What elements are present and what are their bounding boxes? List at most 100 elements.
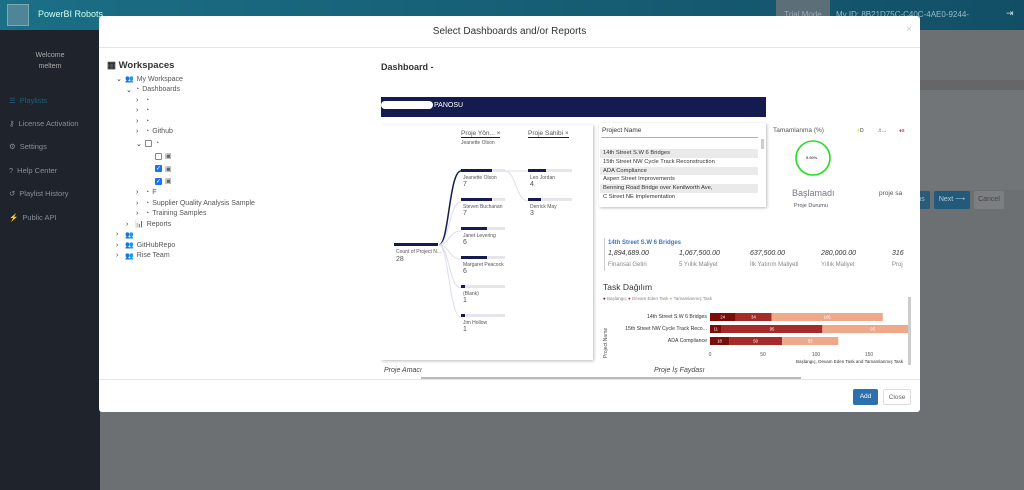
- legend-item: ● Devam Eden Task: [628, 296, 669, 301]
- tree-dashboard-expanded[interactable]: ⌄ ◔: [107, 137, 255, 150]
- tree-tile-item[interactable]: ✓ ▣: [107, 175, 255, 188]
- tree-tile-item[interactable]: ✓ ▣: [107, 163, 255, 176]
- chevron-right-icon[interactable]: ›: [126, 220, 129, 228]
- tree-rise-team[interactable]: › 👥 Rise Team: [116, 252, 170, 260]
- decomp-bar[interactable]: [461, 198, 505, 201]
- dialog-title: Select Dashboards and/or Reports: [99, 16, 920, 48]
- decomp-node-label: Steven Buchanan: [463, 204, 503, 210]
- slicer-item[interactable]: 15th Street NW Cycle Track Reconstructio…: [603, 158, 715, 165]
- dashboard-icon: ◔: [145, 199, 150, 207]
- add-button[interactable]: Add: [853, 389, 878, 405]
- data-label: 95: [770, 327, 775, 332]
- chevron-right-icon[interactable]: ›: [116, 252, 119, 260]
- chevron-down-icon[interactable]: ⌄: [126, 86, 132, 94]
- chevron-down-icon[interactable]: ⌄: [116, 76, 122, 84]
- proje-fayda-label: Proje İş Faydası: [654, 367, 705, 374]
- chevron-down-icon[interactable]: ⌄: [136, 140, 142, 148]
- chart-legend: ● Başlangıç ● Devam Eden Task ● Tamamlan…: [603, 296, 712, 301]
- workspaces-heading: ▦ Workspaces: [107, 60, 175, 71]
- slicer-item[interactable]: C Street NE Implementation: [603, 193, 676, 200]
- chevron-right-icon[interactable]: ›: [136, 199, 139, 207]
- bar-segment[interactable]: [782, 337, 839, 345]
- checkbox-checked[interactable]: ✓: [155, 177, 162, 185]
- sidebar-item-public-api[interactable]: ⚡ Public API: [9, 213, 57, 222]
- tree-tile-item[interactable]: ▣: [107, 150, 255, 163]
- tree-dashboard-item[interactable]: › ◔: [107, 95, 255, 106]
- checkbox-checked[interactable]: ✓: [155, 165, 162, 173]
- chart-scrollbar[interactable]: [908, 297, 911, 365]
- horizontal-scrollbar[interactable]: [421, 377, 801, 379]
- sidebar-item-license-activation[interactable]: ⚷ License Activation: [9, 119, 79, 128]
- bar-segment[interactable]: [729, 337, 783, 345]
- tree-reports[interactable]: › 📊 Reports: [126, 220, 172, 229]
- bg-next-button[interactable]: Next ⟶: [934, 191, 970, 209]
- chevron-right-icon[interactable]: ›: [136, 96, 139, 104]
- bar-segment[interactable]: [710, 325, 722, 333]
- chevron-right-icon[interactable]: ›: [136, 107, 139, 115]
- bar-segment[interactable]: [771, 313, 883, 321]
- tree-dashboards[interactable]: ⌄ ◔ Dashboards: [126, 86, 180, 94]
- bar-segment[interactable]: [710, 337, 730, 345]
- decomp-bar[interactable]: [528, 169, 572, 172]
- bar-segment[interactable]: [822, 325, 911, 333]
- decomp-node-value: 6: [463, 268, 467, 275]
- bar-segment[interactable]: [721, 325, 823, 333]
- decomp-col2-header[interactable]: Proje Sahibi ×: [528, 130, 569, 138]
- decomp-node-value: 7: [463, 181, 467, 188]
- slicer-item[interactable]: ADA Compliance: [600, 166, 758, 176]
- chevron-right-icon[interactable]: ›: [136, 128, 139, 136]
- slicer-header: Project Name: [602, 127, 642, 134]
- sidebar-item-settings[interactable]: ⚙ Settings: [9, 142, 47, 151]
- slicer-list: 14th Street S.W 6 Bridges 15th Street NW …: [600, 149, 758, 202]
- dashboard-icon: ◔: [145, 96, 150, 104]
- sidebar-item-help-center[interactable]: ? Help Center: [9, 166, 58, 175]
- sign-out-icon[interactable]: ⇥: [1006, 8, 1014, 18]
- sidebar-item-playlist-history[interactable]: ↺ Playlist History: [9, 189, 69, 198]
- chevron-right-icon[interactable]: ›: [116, 231, 119, 239]
- bar-segment[interactable]: [735, 313, 772, 321]
- decomp-bar[interactable]: [461, 169, 505, 172]
- checkbox[interactable]: [155, 152, 162, 160]
- chart-title: Task Dağılım: [603, 282, 653, 292]
- close-button[interactable]: Close: [883, 389, 911, 405]
- status-value: Başlamadı: [792, 188, 835, 198]
- decomp-bar[interactable]: [461, 314, 505, 317]
- slicer-item[interactable]: Aspen Street Improvements: [603, 176, 675, 183]
- tree-supplier[interactable]: › ◔ Supplier Quality Analysis Sample: [136, 199, 255, 207]
- dashboard-icon: ◔: [145, 128, 150, 136]
- tree-dashboard-item[interactable]: › ◔: [107, 106, 255, 117]
- tree-my-workspace[interactable]: ⌄ 👥 My Workspace: [116, 75, 183, 84]
- gauge-value: 5.00%: [806, 155, 818, 160]
- chevron-right-icon[interactable]: ›: [136, 189, 139, 197]
- decomp-node-label: Jeanette Olson: [463, 175, 497, 181]
- decomp-node-label: Jim Hollow: [463, 320, 488, 326]
- users-icon: 👥: [125, 76, 134, 84]
- tree-training[interactable]: › ◔ Training Samples: [136, 210, 207, 218]
- chevron-right-icon[interactable]: ›: [116, 241, 119, 249]
- slicer-scrollbar[interactable]: [761, 139, 764, 149]
- tree-githubrepo[interactable]: › 👥 GitHubRepo: [116, 241, 176, 250]
- sidebar-item-playlists[interactable]: ☰ Playlists: [9, 96, 48, 105]
- decomp-node-label: Janet Levering: [463, 233, 496, 239]
- tree-github[interactable]: › ◔ Github: [136, 128, 173, 136]
- decomp-bar[interactable]: [461, 227, 505, 230]
- decomp-bar[interactable]: [528, 198, 572, 201]
- bg-cancel-button[interactable]: Cancel: [974, 191, 1004, 209]
- tree-workspace[interactable]: › 👥: [107, 230, 255, 241]
- chevron-right-icon[interactable]: ›: [136, 117, 139, 125]
- decomp-bar[interactable]: [461, 285, 505, 288]
- decomp-root-bar[interactable]: [394, 243, 438, 246]
- close-icon[interactable]: ×: [906, 24, 912, 35]
- checkbox[interactable]: [145, 140, 152, 147]
- tree-dashboard-item[interactable]: › ◔: [107, 116, 255, 127]
- decomp-bar[interactable]: [461, 256, 505, 259]
- status-label: Proje Durumu: [794, 203, 828, 209]
- slicer-item[interactable]: Benning Road Bridge over Kenilworth Ave,: [600, 184, 758, 193]
- chevron-right-icon[interactable]: ›: [136, 210, 139, 218]
- bar-segment[interactable]: [710, 313, 736, 321]
- decomp-col1-header[interactable]: Proje Yön... ×: [461, 130, 501, 138]
- app-logo-icon: [7, 4, 29, 26]
- tree-f[interactable]: › ◔ F: [136, 189, 157, 197]
- slicer-item[interactable]: 14th Street S.W 6 Bridges: [600, 149, 758, 158]
- kpi-label: İlk Yatırım Maliyeti: [750, 262, 799, 268]
